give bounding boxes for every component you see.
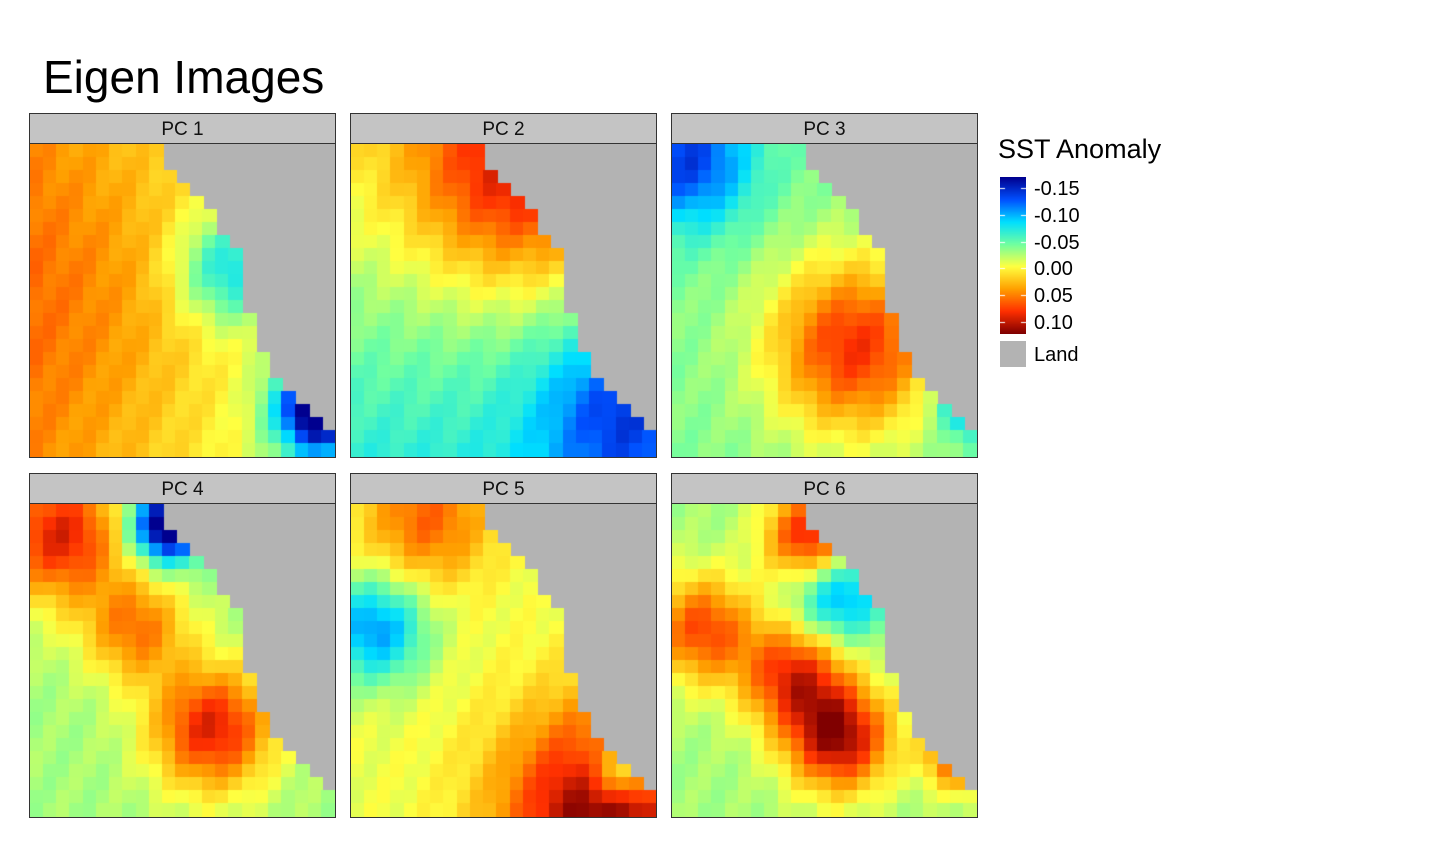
panel-strip-pc6: PC 6 bbox=[671, 473, 978, 504]
heatmap-canvas-pc2 bbox=[351, 144, 656, 457]
legend-title: SST Anomaly bbox=[998, 134, 1162, 164]
panel-strip-pc4: PC 4 bbox=[29, 473, 336, 504]
legend-colorbar bbox=[1000, 177, 1026, 334]
heatmap-pc2 bbox=[350, 144, 657, 458]
legend: SST Anomaly -0.15 -0.10 -0.05 0.00 0.05 … bbox=[998, 134, 1161, 367]
panel-strip-pc5: PC 5 bbox=[350, 473, 657, 504]
panel-pc1: PC 1 bbox=[29, 113, 336, 458]
panel-pc4: PC 4 bbox=[29, 473, 336, 818]
heatmap-pc5 bbox=[350, 504, 657, 818]
panel-pc3: PC 3 bbox=[671, 113, 978, 458]
panel-pc5: PC 5 bbox=[350, 473, 657, 818]
legend-land-swatch bbox=[1000, 341, 1026, 367]
heatmap-pc6 bbox=[671, 504, 978, 818]
heatmap-canvas-pc6 bbox=[672, 504, 977, 817]
heatmap-canvas-pc3 bbox=[672, 144, 977, 457]
panel-pc6: PC 6 bbox=[671, 473, 978, 818]
legend-tick-label: -0.10 bbox=[1034, 205, 1080, 227]
legend-body: -0.15 -0.10 -0.05 0.00 0.05 0.10 Land bbox=[998, 177, 1161, 367]
panel-strip-pc1: PC 1 bbox=[29, 113, 336, 144]
panel-strip-pc3: PC 3 bbox=[671, 113, 978, 144]
legend-tick-label: 0.05 bbox=[1034, 285, 1073, 307]
heatmap-pc3 bbox=[671, 144, 978, 458]
legend-tick-label: 0.00 bbox=[1034, 258, 1073, 280]
legend-tick-label: 0.10 bbox=[1034, 312, 1073, 334]
legend-tick-label: -0.05 bbox=[1034, 232, 1080, 254]
heatmap-pc4 bbox=[29, 504, 336, 818]
heatmap-canvas-pc5 bbox=[351, 504, 656, 817]
chart-title: Eigen Images bbox=[43, 51, 325, 103]
heatmap-canvas-pc4 bbox=[30, 504, 335, 817]
legend-tick-label: -0.15 bbox=[1034, 178, 1080, 200]
panel-pc2: PC 2 bbox=[350, 113, 657, 458]
legend-land-label: Land bbox=[1034, 344, 1079, 366]
heatmap-canvas-pc1 bbox=[30, 144, 335, 457]
panel-strip-pc2: PC 2 bbox=[350, 113, 657, 144]
heatmap-pc1 bbox=[29, 144, 336, 458]
